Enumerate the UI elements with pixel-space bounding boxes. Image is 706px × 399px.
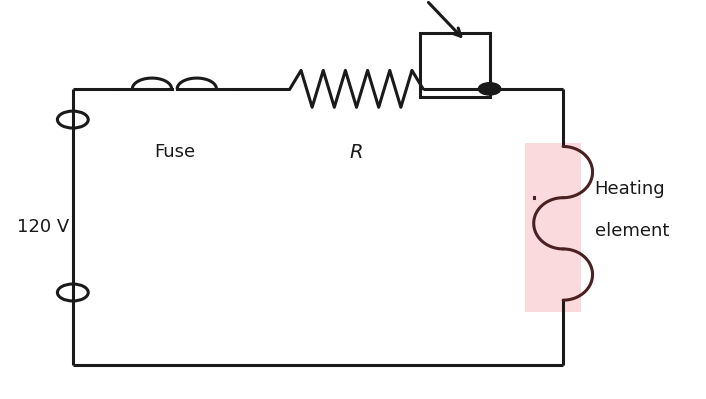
Text: R: R — [349, 142, 364, 162]
Bar — [525, 142, 580, 312]
Text: Heating: Heating — [594, 180, 665, 198]
Text: element: element — [594, 222, 669, 240]
Text: Fuse: Fuse — [154, 142, 195, 161]
Text: 120 V: 120 V — [17, 218, 69, 236]
Bar — [419, 33, 489, 97]
Circle shape — [479, 83, 501, 95]
